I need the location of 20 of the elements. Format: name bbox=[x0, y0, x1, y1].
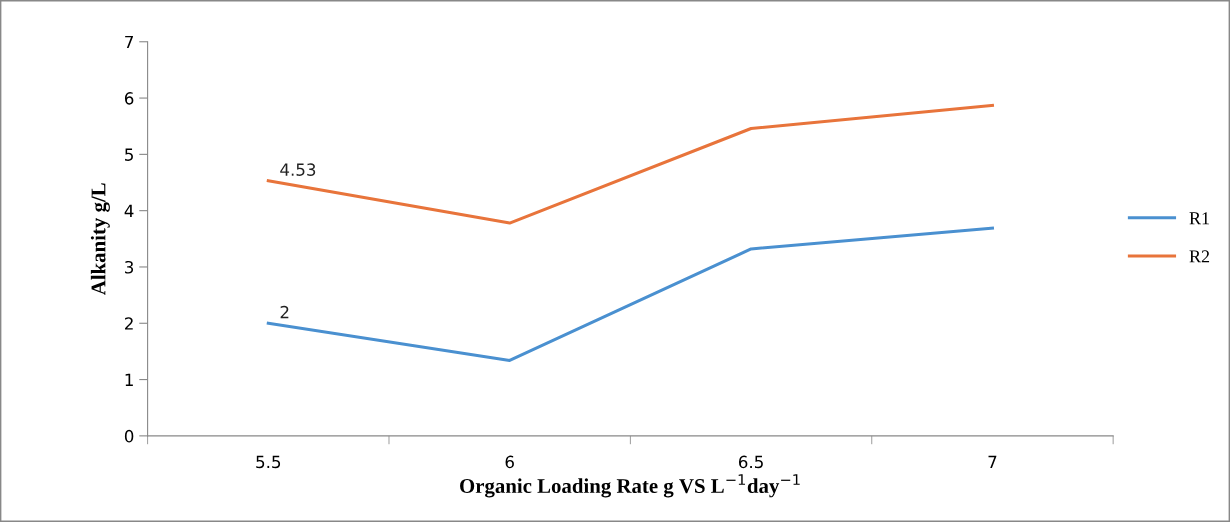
x-tick-label: 6.5 bbox=[738, 455, 763, 469]
y-tick-label: 0 bbox=[124, 429, 134, 443]
legend-label: R1 bbox=[1189, 212, 1209, 225]
y-tick-label: 1 bbox=[125, 373, 133, 386]
y-tick-label: 2 bbox=[125, 317, 133, 330]
line-series bbox=[266, 226, 994, 362]
x-tick-label: 5.5 bbox=[256, 455, 281, 469]
x-tick-label: 6 bbox=[505, 455, 514, 469]
y-tick-label: 5 bbox=[125, 148, 133, 161]
y-tick-label: 4 bbox=[124, 204, 134, 217]
legend-label: R2 bbox=[1189, 250, 1210, 263]
y-tick-label: 6 bbox=[124, 92, 134, 105]
data-label: 4.53 bbox=[280, 163, 316, 176]
line-series bbox=[266, 103, 994, 225]
data-label: 2 bbox=[280, 305, 289, 319]
x-tick-label: 7 bbox=[988, 455, 997, 468]
y-tick-label: 3 bbox=[125, 260, 134, 274]
y-tick-label: 7 bbox=[125, 35, 133, 49]
x-axis-title: Organic Loading Rate g VS L$^{−1}$day$^{−1}$ bbox=[460, 474, 800, 498]
y-axis-title: Alkanity g/L bbox=[90, 183, 110, 296]
